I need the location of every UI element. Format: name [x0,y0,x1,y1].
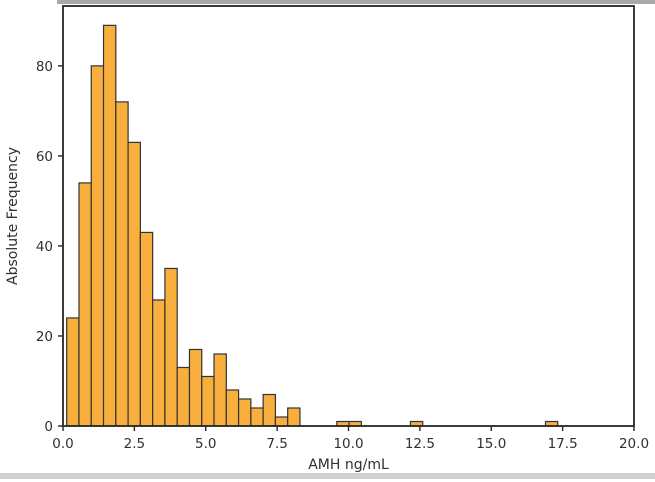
histogram-bar [274,416,289,427]
x-tick-label: 10.0 [333,436,363,452]
x-tick-label: 0.0 [52,436,73,452]
y-tick-label: 20 [36,329,53,345]
histogram-bar [127,141,141,427]
histogram-bar [78,182,92,427]
bars-group [66,24,559,427]
y-tick-label: 60 [36,149,53,165]
x-tick-label: 20.0 [619,436,649,452]
x-tick-label: 2.5 [124,436,145,452]
x-axis-label: AMH ng/mL [308,457,389,473]
histogram-bar [115,101,129,427]
labels-group: 0.0 2.5 5.0 7.5 10.0 12.5 15.0 17.5 20.0 0 20 40 60 8… [5,59,649,473]
axes-group [58,5,635,431]
histogram-bar [176,366,191,427]
x-tick-label: 12.5 [405,436,435,452]
histogram-bar [237,398,252,427]
y-axis-label: Absolute Frequency [5,147,21,285]
top-divider [57,0,655,4]
x-tick-label: 15.0 [476,436,506,452]
histogram-bar [250,407,264,427]
histogram-bar [262,393,277,427]
histogram-bar [152,299,166,427]
x-tick-label: 5.0 [195,436,216,452]
histogram-bar [66,317,80,427]
histogram-bar [201,375,215,427]
histogram-bar [213,353,227,427]
x-tick-label: 17.5 [548,436,578,452]
y-tick-label: 40 [36,239,53,255]
y-tick-label: 80 [36,59,53,75]
y-tick-label: 0 [44,419,53,435]
histogram-bar [225,389,240,427]
x-tick-label: 7.5 [266,436,287,452]
histogram-bar [164,267,178,427]
histogram-bar [102,24,117,427]
histogram-bar [287,407,301,427]
histogram-bar [139,231,154,427]
histogram-bar [188,348,203,427]
bottom-divider [0,473,655,479]
histogram-bar [90,65,105,427]
